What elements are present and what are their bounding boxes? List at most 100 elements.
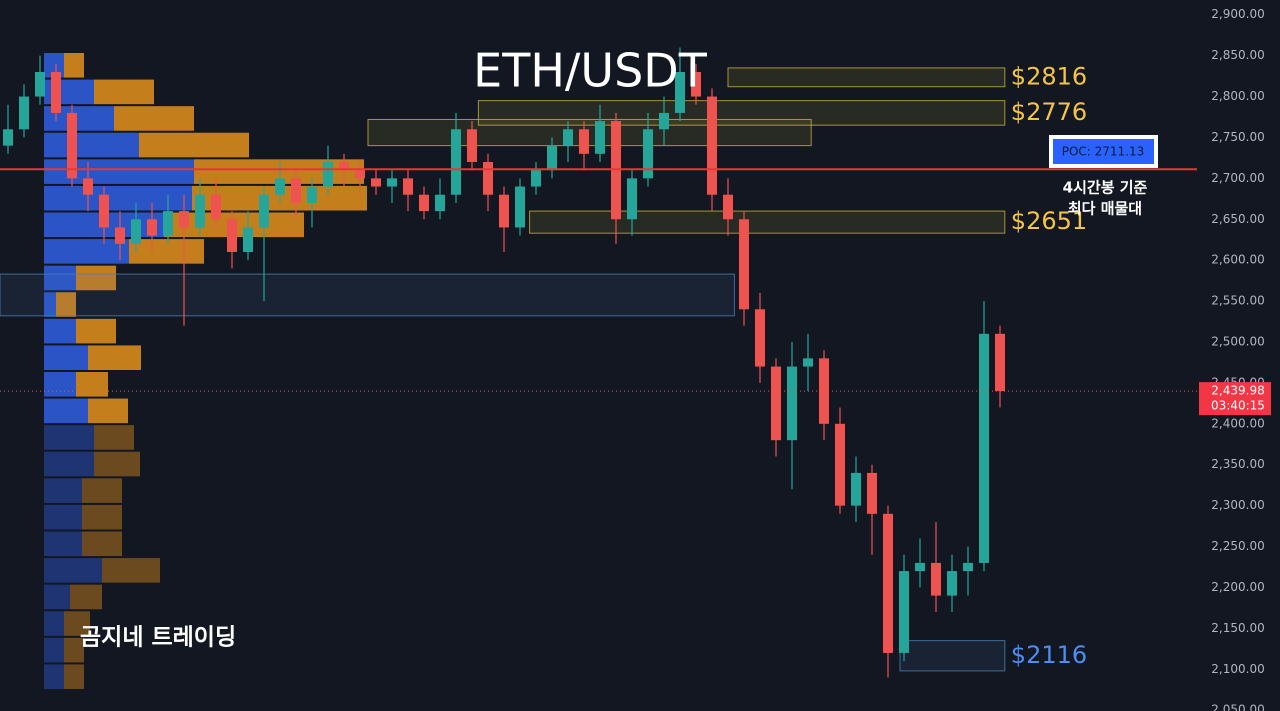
profile-down	[129, 239, 204, 264]
y-tick-label: 2,100.00	[1211, 662, 1264, 676]
y-tick-label: 2,550.00	[1211, 294, 1264, 308]
candle-body	[691, 72, 701, 97]
candle-body	[307, 186, 317, 203]
y-tick-label: 2,900.00	[1211, 7, 1264, 21]
zone-label: $2651	[1011, 207, 1087, 235]
candle-body	[227, 219, 237, 252]
y-tick-label: 2,750.00	[1211, 130, 1264, 144]
candle-body	[195, 194, 205, 228]
poc-note: 최다 매물대	[1068, 200, 1142, 218]
y-tick-label: 2,250.00	[1211, 539, 1264, 553]
y-tick-label: 2,200.00	[1211, 580, 1264, 594]
profile-up	[44, 637, 64, 663]
profile-down	[88, 345, 141, 370]
profile-up	[44, 185, 192, 211]
candle-body	[515, 186, 525, 228]
profile-down	[70, 584, 102, 610]
candle-body	[563, 129, 573, 146]
zone	[899, 640, 1006, 672]
candle-body	[979, 333, 989, 563]
y-tick-label: 2,650.00	[1211, 212, 1264, 226]
profile-down	[76, 318, 116, 344]
candle-body	[883, 513, 893, 653]
y-tick-label: 2,400.00	[1211, 416, 1264, 430]
y-tick-label: 2,600.00	[1211, 253, 1264, 267]
candle-body	[723, 194, 733, 220]
profile-down	[88, 398, 128, 424]
candle-body	[675, 72, 685, 113]
y-tick-label: 2,500.00	[1211, 335, 1264, 349]
profile-down	[94, 425, 134, 450]
candle-body	[643, 129, 653, 179]
profile-up	[44, 664, 64, 689]
profile-up	[44, 425, 94, 450]
profile-down	[76, 372, 108, 397]
candle-body	[179, 211, 189, 228]
candle-body	[387, 178, 397, 187]
candle-body	[355, 170, 365, 179]
candle-body	[291, 178, 301, 203]
candle-body	[499, 194, 509, 228]
profile-up	[44, 451, 94, 477]
candle-body	[659, 112, 669, 130]
watermark: 곰지네 트레이딩	[80, 625, 236, 651]
chart-title: ETH/USDT	[473, 44, 708, 98]
profile-up	[44, 372, 76, 397]
zone-label: $2776	[1011, 98, 1087, 126]
profile-up	[44, 345, 88, 370]
profile-up	[44, 584, 70, 610]
poc-label: POC: 2711.13	[1062, 145, 1145, 159]
candle-body	[419, 194, 429, 212]
profile-down	[94, 79, 154, 105]
profile-down	[82, 478, 122, 503]
profile-up	[44, 265, 76, 291]
candle-body	[147, 219, 157, 236]
candle-body	[323, 162, 333, 187]
candle-body	[531, 170, 541, 187]
profile-up	[44, 132, 139, 158]
candle-body	[995, 333, 1005, 392]
profile-up	[44, 611, 64, 636]
profile-down	[114, 106, 194, 131]
candle-body	[35, 72, 45, 97]
poc-note: 4시간봉 기준	[1063, 179, 1148, 197]
candle-body	[931, 562, 941, 596]
candle-body	[435, 194, 445, 212]
zone-label: $2116	[1011, 641, 1087, 669]
candle-body	[803, 358, 813, 367]
y-tick-label: 2,850.00	[1211, 48, 1264, 62]
candle-body	[371, 178, 381, 187]
zone	[367, 118, 812, 147]
profile-down	[82, 504, 122, 530]
profile-down	[139, 132, 249, 158]
candle-body	[963, 562, 973, 572]
candle-body	[131, 219, 141, 244]
candle-body	[835, 423, 845, 506]
profile-up	[44, 239, 129, 264]
candle-body	[3, 129, 13, 146]
zone	[727, 67, 1006, 88]
y-tick-label: 2,350.00	[1211, 457, 1264, 471]
profile-up	[44, 159, 194, 184]
candle-body	[867, 472, 877, 514]
candle-body	[163, 211, 173, 236]
y-tick-label: 2,300.00	[1211, 498, 1264, 512]
candle-body	[211, 194, 221, 220]
profile-up	[44, 478, 82, 503]
candle-body	[483, 162, 493, 195]
y-tick-label: 2,700.00	[1211, 171, 1264, 185]
y-tick-label: 2,800.00	[1211, 89, 1264, 103]
candle-body	[947, 571, 957, 596]
candle-body	[627, 178, 637, 220]
candle-body	[99, 194, 109, 228]
zone-label: $2816	[1011, 62, 1087, 90]
profile-down	[64, 611, 90, 636]
last-price-label: 2,439.98	[1211, 384, 1264, 398]
zone	[477, 100, 1006, 126]
profile-down	[64, 53, 84, 78]
candle-body	[275, 178, 285, 195]
candle-body	[787, 366, 797, 441]
candle-body	[739, 219, 749, 310]
